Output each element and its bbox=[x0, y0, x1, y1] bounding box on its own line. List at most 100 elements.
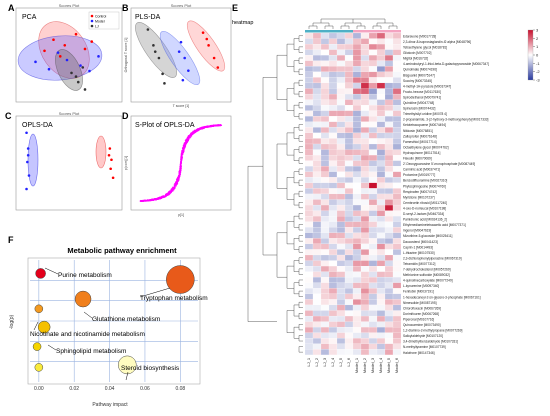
heatmap-cell bbox=[336, 260, 346, 267]
heatmap-cell bbox=[328, 149, 338, 156]
splot-point bbox=[170, 191, 172, 194]
heatmap-cell bbox=[336, 77, 346, 84]
heatmap-cell bbox=[360, 127, 370, 133]
heatmap-row-label: Hydroquinone [M0117514] bbox=[403, 151, 440, 155]
heatmap-cell bbox=[336, 238, 346, 244]
splot-point bbox=[192, 130, 194, 133]
heatmap-cell bbox=[328, 182, 338, 189]
group-bar-cell bbox=[329, 30, 337, 33]
splot-point bbox=[179, 172, 181, 175]
heatmap-cell bbox=[320, 121, 330, 128]
heatmap-cell bbox=[312, 243, 322, 250]
heatmap-cell bbox=[368, 260, 378, 267]
control-confidence-ellipse bbox=[186, 20, 226, 72]
data-point-lj bbox=[83, 88, 87, 91]
heatmap-cell bbox=[360, 49, 370, 56]
heatmap-cell bbox=[336, 171, 346, 178]
heatmap-row-label: Farnesthiol [M0017714] bbox=[403, 140, 437, 144]
data-point-lj bbox=[163, 82, 166, 85]
heatmap-cell bbox=[392, 44, 402, 50]
heatmap-row-label: Halofrone [M0147346] bbox=[403, 351, 435, 355]
annotation-nicotinate: Nicotinate and nicotinamide metabolism bbox=[30, 331, 145, 338]
splot-point bbox=[183, 142, 186, 144]
heatmap-cell bbox=[360, 271, 370, 278]
heatmap-cell bbox=[392, 138, 402, 145]
heatmap-cell bbox=[344, 199, 354, 206]
heatmap-cell bbox=[368, 288, 378, 294]
heatmap-cell bbox=[392, 227, 402, 233]
heatmap-cell bbox=[376, 193, 386, 200]
heatmap-cell bbox=[320, 293, 330, 300]
heatmap-cell bbox=[344, 343, 354, 350]
heatmap-cell bbox=[328, 304, 338, 311]
splot-point bbox=[174, 184, 177, 186]
heatmap-cell bbox=[352, 110, 362, 117]
heatmap-cell bbox=[312, 221, 322, 228]
heatmap-cell bbox=[360, 282, 370, 289]
heatmap-cell bbox=[384, 210, 394, 217]
splot-point bbox=[181, 156, 183, 158]
heatmap-column-label: Model_5 bbox=[386, 357, 391, 373]
heatmap-cell bbox=[392, 254, 402, 261]
heatmap-cell bbox=[368, 243, 378, 250]
pathway-bubble bbox=[34, 363, 44, 372]
heatmap-cell bbox=[312, 66, 322, 72]
heatmap-cell bbox=[304, 71, 314, 78]
heatmap-cell bbox=[384, 266, 394, 272]
heatmap-cell bbox=[352, 88, 362, 95]
heatmap-cell bbox=[352, 299, 362, 306]
heatmap-cell bbox=[352, 149, 362, 156]
heatmap-cell bbox=[344, 82, 354, 89]
heatmap-row-label: Daucosterol [M0041423] bbox=[403, 240, 438, 244]
heatmap-cell bbox=[360, 315, 370, 322]
heatmap-cell bbox=[392, 349, 402, 355]
heatmap-cell bbox=[344, 193, 354, 200]
heatmap-cell bbox=[336, 93, 346, 100]
heatmap-cell bbox=[304, 332, 314, 339]
heatmap-cell bbox=[304, 105, 314, 111]
data-point-model bbox=[187, 69, 190, 72]
heatmap-cell bbox=[376, 99, 386, 106]
heatmap-cell bbox=[360, 321, 370, 328]
heatmap-cell bbox=[392, 282, 402, 289]
heatmap-cell bbox=[360, 221, 370, 228]
heatmap-cell bbox=[392, 299, 402, 306]
heatmap-cell bbox=[304, 243, 314, 250]
panel-f-pathway: F Metabolic pathway enrichment 0.00 0.02 0… bbox=[8, 235, 208, 408]
heatmap-cell bbox=[376, 321, 386, 328]
heatmap-cell bbox=[384, 88, 394, 95]
heatmap-cell bbox=[392, 38, 402, 45]
heatmap-column-label: Model_1 bbox=[354, 357, 359, 373]
heatmap-cell bbox=[336, 71, 346, 78]
heatmap-cell bbox=[360, 216, 370, 222]
splot-point bbox=[190, 134, 192, 137]
splot-point bbox=[194, 130, 197, 133]
heatmap-cell bbox=[376, 182, 386, 189]
heatmap-cell bbox=[376, 82, 386, 89]
heatmap-cell bbox=[376, 71, 386, 78]
heatmap-cell bbox=[352, 143, 362, 150]
heatmap-cell bbox=[328, 132, 338, 139]
heatmap-cell bbox=[312, 149, 322, 156]
heatmap-row-label: Nikkosin [M0076851] bbox=[403, 129, 433, 133]
splot-point bbox=[183, 144, 186, 146]
group-bar-cell bbox=[385, 30, 393, 33]
heatmap-cell bbox=[384, 155, 394, 161]
heatmap-cell bbox=[352, 177, 362, 183]
splot-point bbox=[180, 156, 182, 159]
splot-point bbox=[155, 198, 157, 201]
heatmap-cell bbox=[376, 232, 386, 239]
heatmap-cell bbox=[384, 127, 394, 133]
heatmap-cell bbox=[304, 293, 314, 300]
heatmap-cell bbox=[352, 221, 362, 228]
heatmap-cell bbox=[320, 271, 330, 278]
panel-b-points bbox=[146, 28, 220, 85]
heatmap-cell bbox=[384, 227, 394, 233]
heatmap-row-label: Protomine [M0019777] bbox=[403, 173, 435, 177]
heatmap-cell bbox=[368, 266, 378, 272]
heatmap-cell bbox=[376, 44, 386, 50]
heatmap-row-label: Quinidine [M0047748] bbox=[403, 101, 434, 105]
heatmap-cell bbox=[304, 127, 314, 133]
heatmap-cell bbox=[392, 143, 402, 150]
